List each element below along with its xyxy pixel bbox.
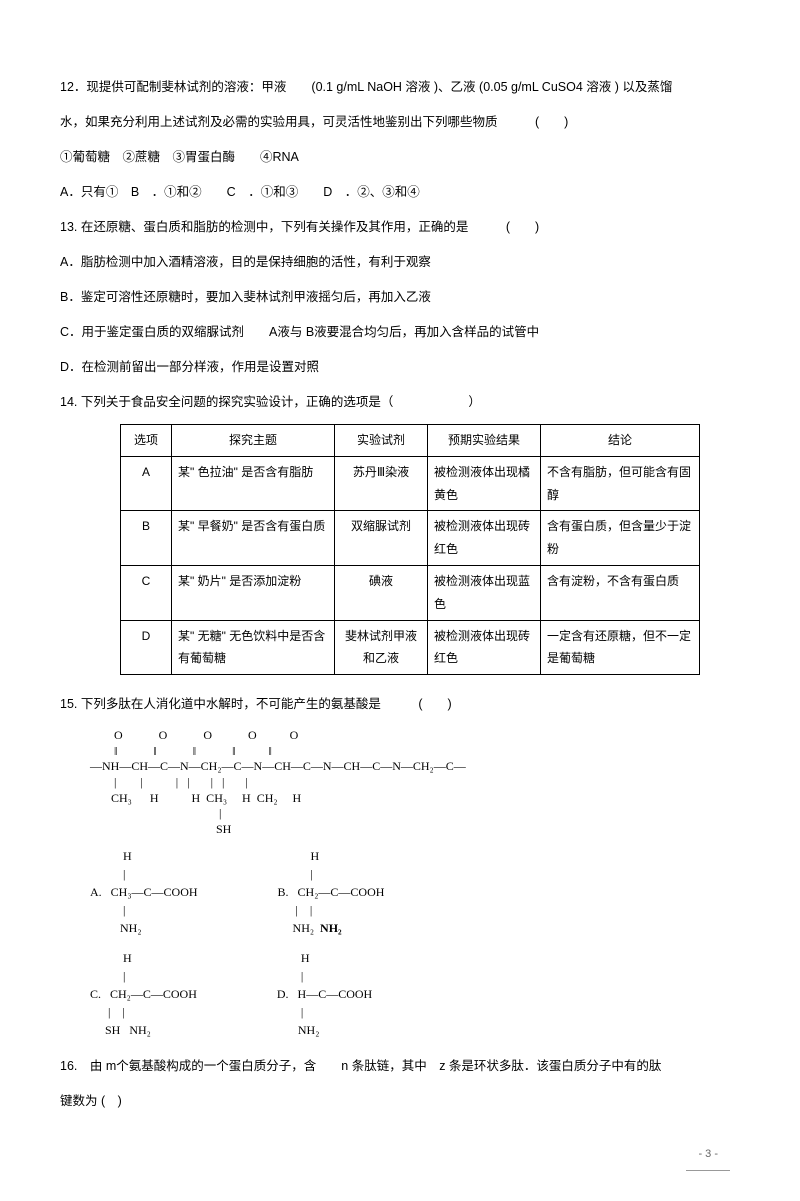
cell-conc: 含有淀粉，不含有蛋白质: [541, 565, 700, 620]
th-topic: 探究主题: [172, 425, 335, 457]
cell-conc: 一定含有还原糖，但不一定是葡萄糖: [541, 620, 700, 675]
q12-opts: A．只有① B ．①和② C ．①和③ D ．②、③和④: [60, 175, 740, 210]
q14-table: 选项 探究主题 实验试剂 预期实验结果 结论 A 某" 色拉油" 是否含有脂肪 …: [120, 424, 700, 675]
q13-a: A．脂肪检测中加入酒精溶液，目的是保持细胞的活性，有利于观察: [60, 245, 740, 280]
th-opt: 选项: [121, 425, 172, 457]
q14-text: 14. 下列关于食品安全问题的探究实验设计，正确的选项是（ ）: [60, 385, 740, 420]
cell-expect: 被检测液体出现蓝色: [428, 565, 541, 620]
q15-text: 15. 下列多肽在人消化道中水解时，不可能产生的氨基酸是 ( ): [60, 687, 740, 722]
cell-opt: B: [121, 511, 172, 566]
cell-expect: 被检测液体出现砖红色: [428, 511, 541, 566]
peptide-structure: O O O O O ‖ ‖ ‖ ‖ ‖ —NH—CH—C—N—CH₂—C—N—C…: [60, 728, 740, 837]
q13-c: C．用于鉴定蛋白质的双缩脲试剂 A液与 B液要混合均匀后，再加入含样品的试管中: [60, 315, 740, 350]
table-row: C 某" 奶片" 是否添加淀粉 碘液 被检测液体出现蓝色 含有淀粉，不含有蛋白质: [121, 565, 700, 620]
cell-reagent: 斐林试剂甲液和乙液: [335, 620, 428, 675]
cell-reagent: 双缩脲试剂: [335, 511, 428, 566]
cell-topic: 某" 无糖" 无色饮料中是否含有葡萄糖: [172, 620, 335, 675]
q16-line1: 16. 由 m个氨基酸构成的一个蛋白质分子，含 n 条肽链，其中 z 条是环状多…: [60, 1049, 740, 1084]
q12-line2: 水，如果充分利用上述试剂及必需的实验用具，可灵活性地鉴别出下列哪些物质 ( ): [60, 105, 740, 140]
cell-expect: 被检测液体出现砖红色: [428, 620, 541, 675]
th-expect: 预期实验结果: [428, 425, 541, 457]
q13-text: 13. 在还原糖、蛋白质和脂肪的检测中，下列有关操作及其作用，正确的是 ( ): [60, 210, 740, 245]
page-footer: - 3 -: [60, 1139, 740, 1171]
cell-opt: A: [121, 456, 172, 511]
table-row: A 某" 色拉油" 是否含有脂肪 苏丹Ⅲ染液 被检测液体出现橘黄色 不含有脂肪，…: [121, 456, 700, 511]
th-conc: 结论: [541, 425, 700, 457]
q12-line1: 12．现提供可配制斐林试剂的溶液：甲液 (0.1 g/mL NaOH 溶液 )、…: [60, 70, 740, 105]
cell-opt: C: [121, 565, 172, 620]
q13-b: B．鉴定可溶性还原糖时，要加入斐林试剂甲液摇匀后，再加入乙液: [60, 280, 740, 315]
page-number: - 3 -: [686, 1139, 730, 1171]
th-reagent: 实验试剂: [335, 425, 428, 457]
cell-reagent: 苏丹Ⅲ染液: [335, 456, 428, 511]
cell-conc: 含有蛋白质，但含量少于淀粉: [541, 511, 700, 566]
q15-choices: H | A. CH₃—C—COOH | NH₂ H | B. CH₂—C—COO…: [60, 847, 740, 1039]
cell-conc: 不含有脂肪，但可能含有固醇: [541, 456, 700, 511]
cell-topic: 某" 早餐奶" 是否含有蛋白质: [172, 511, 335, 566]
q13-d: D．在检测前留出一部分样液，作用是设置对照: [60, 350, 740, 385]
cell-reagent: 碘液: [335, 565, 428, 620]
cell-topic: 某" 色拉油" 是否含有脂肪: [172, 456, 335, 511]
q12-items: ①葡萄糖 ②蔗糖 ③胃蛋白酶 ④RNA: [60, 140, 740, 175]
q16-line2: 键数为 ( ): [60, 1084, 740, 1119]
cell-expect: 被检测液体出现橘黄色: [428, 456, 541, 511]
cell-opt: D: [121, 620, 172, 675]
table-row: D 某" 无糖" 无色饮料中是否含有葡萄糖 斐林试剂甲液和乙液 被检测液体出现砖…: [121, 620, 700, 675]
cell-topic: 某" 奶片" 是否添加淀粉: [172, 565, 335, 620]
table-row: B 某" 早餐奶" 是否含有蛋白质 双缩脲试剂 被检测液体出现砖红色 含有蛋白质…: [121, 511, 700, 566]
